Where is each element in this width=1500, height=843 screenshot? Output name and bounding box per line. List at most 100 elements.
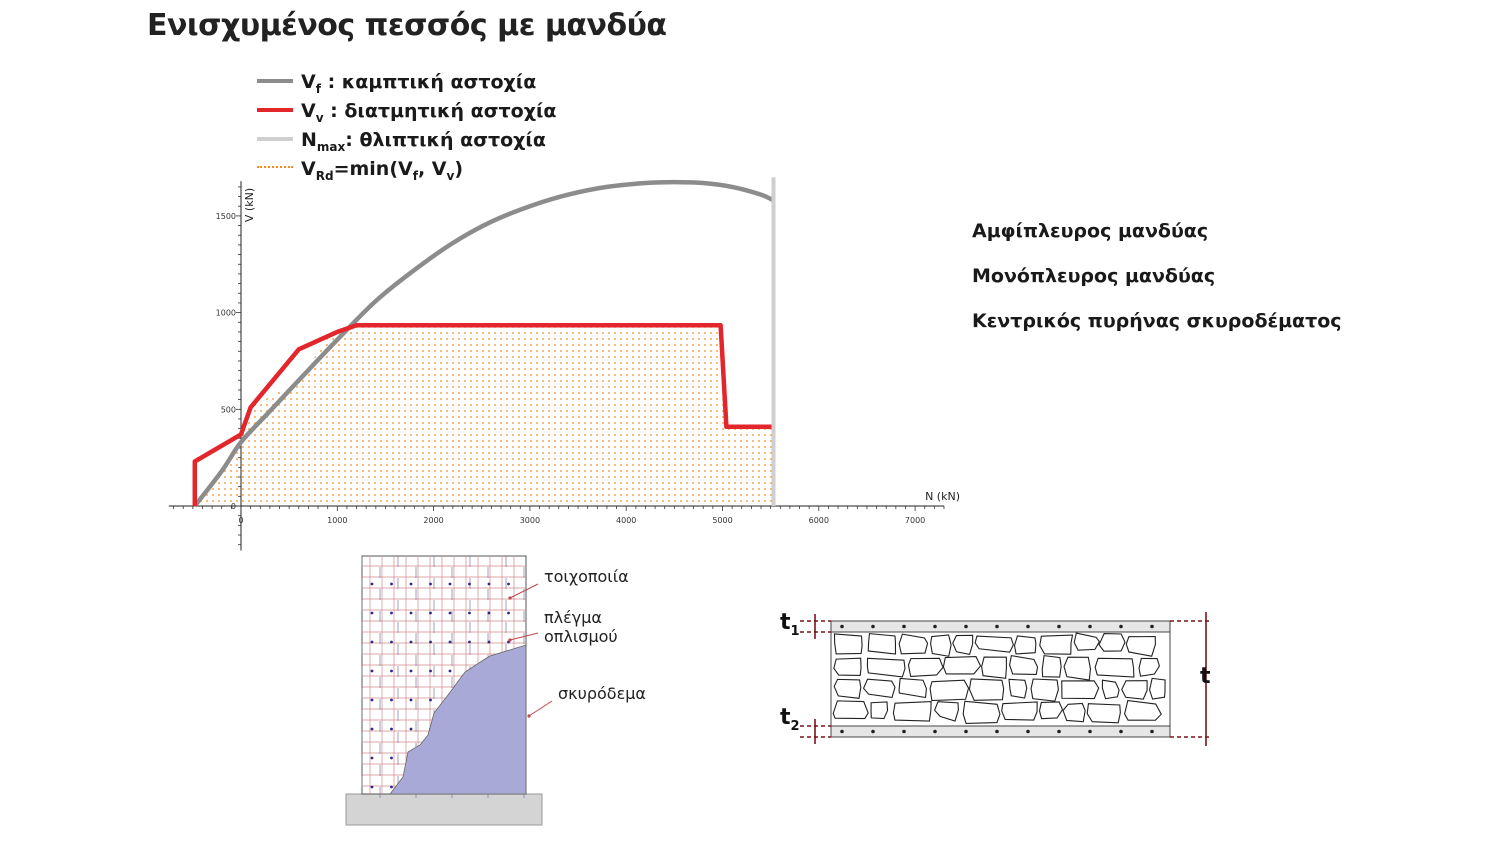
jacket-option-3[interactable]: Κεντρικός πυρήνας σκυροδέματος <box>972 310 1342 332</box>
x-tick-label: 4000 <box>616 516 636 525</box>
x-tick-label: 5000 <box>712 516 732 525</box>
anchor-dot <box>507 611 510 615</box>
stone <box>1086 703 1121 724</box>
stone <box>1121 680 1148 700</box>
rebar-dot <box>1088 624 1092 629</box>
anchor-dot <box>370 611 374 615</box>
anchor-dot <box>429 698 432 702</box>
anchor-dot <box>409 727 413 731</box>
stone <box>1062 702 1086 723</box>
jacket-section-figure: t1 t2 t <box>780 610 1212 746</box>
stone <box>862 678 896 699</box>
stone <box>968 678 1005 701</box>
legend-label: Vv : διατμητική αστοχία <box>301 100 557 125</box>
rebar-dot <box>1119 729 1123 734</box>
label-arrow <box>509 583 539 599</box>
rebar-dot <box>902 729 906 734</box>
series-Vf-line <box>193 179 775 508</box>
rebar-dot <box>964 729 968 734</box>
series-Vv-line <box>192 322 774 506</box>
anchor-dot <box>409 611 413 615</box>
stone <box>1125 636 1156 657</box>
rebar-dot <box>1026 729 1030 734</box>
anchor-dot <box>390 698 393 702</box>
stone <box>1038 701 1064 720</box>
anchor-dot <box>409 582 413 586</box>
stone <box>898 677 927 699</box>
stone <box>962 700 1001 724</box>
y-tick-label: 0 <box>231 502 236 511</box>
stone <box>833 633 863 655</box>
legend-swatch <box>257 136 293 141</box>
stone <box>1123 699 1162 721</box>
dimension-label-t: t <box>1200 664 1211 689</box>
stone <box>1149 677 1166 700</box>
legend-label: Nmax: θλιπτική αστοχία <box>301 129 546 154</box>
y-tick-label: 1000 <box>216 309 236 318</box>
stone <box>974 635 1014 653</box>
anchor-dot <box>448 669 452 673</box>
stone <box>1013 635 1037 655</box>
anchor-dot <box>448 611 452 615</box>
x-tick-label: 7000 <box>905 516 925 525</box>
stone <box>892 700 932 722</box>
rebar-dot <box>871 729 875 734</box>
rubble-stones <box>832 624 1166 734</box>
stone <box>930 634 952 657</box>
label-arrow-head <box>508 638 512 642</box>
elevation-label: τοιχοποιία <box>544 567 629 586</box>
jacket-options: Αμφίπλευρος μανδύας Μονόπλευρος μανδύας Κε… <box>972 218 1342 353</box>
base-slab <box>345 793 543 826</box>
y-tick-label: 1500 <box>216 212 236 221</box>
jacket-option-2[interactable]: Μονόπλευρος μανδύας <box>972 265 1216 287</box>
bottom-jacket-layer <box>830 725 1171 738</box>
stone <box>867 633 897 655</box>
legend-label: Vf : καμπτική αστοχία <box>301 71 537 96</box>
anchor-dot <box>487 582 491 586</box>
legend-item: VRd=min(Vf, Vv) <box>257 155 556 184</box>
legend-swatch <box>257 107 293 112</box>
stone <box>1039 634 1074 655</box>
rebar-dot <box>1057 624 1061 629</box>
x-tick-label: 0 <box>238 516 243 525</box>
vrd-dotted-area <box>194 325 774 506</box>
stone <box>898 633 929 655</box>
dimension-label-t1: t1 <box>780 610 800 639</box>
stone <box>1041 655 1062 678</box>
stone <box>1073 632 1101 651</box>
rebar-dot <box>1057 729 1061 734</box>
page-title: Ενισχυμένος πεσσός με μανδύα <box>147 8 667 43</box>
anchor-dot <box>448 582 452 586</box>
stone <box>952 634 974 656</box>
rebar-dot <box>1150 729 1154 734</box>
stone <box>866 657 906 678</box>
rebar-dot <box>933 624 937 629</box>
anchor-dot <box>468 611 471 615</box>
stone <box>833 657 862 676</box>
anchor-dot <box>370 640 374 644</box>
anchor-dot <box>409 669 413 673</box>
rebar-dot <box>840 729 844 734</box>
anchor-dot <box>370 698 374 702</box>
anchor-dot <box>390 611 393 615</box>
anchor-dot <box>468 582 471 586</box>
rebar-dot <box>1026 624 1030 629</box>
stone <box>942 656 982 675</box>
rebar-dot <box>840 624 844 629</box>
x-axis-label: N (kN) <box>925 490 960 503</box>
anchor-dot <box>409 640 413 644</box>
anchor-dot <box>409 698 413 702</box>
stone <box>1094 657 1135 678</box>
jacket-option-1[interactable]: Αμφίπλευρος μανδύας <box>972 220 1209 242</box>
stone <box>1138 657 1161 677</box>
stone <box>929 679 970 702</box>
anchor-dot <box>429 669 432 673</box>
chart-legend: Vf : καμπτική αστοχία Vv : διατμητική αστ… <box>257 68 556 184</box>
anchor-dot <box>507 582 510 586</box>
anchor-dot <box>448 640 452 644</box>
rebar-dot <box>995 624 999 629</box>
rebar-dot <box>933 729 937 734</box>
stone <box>1101 679 1120 700</box>
